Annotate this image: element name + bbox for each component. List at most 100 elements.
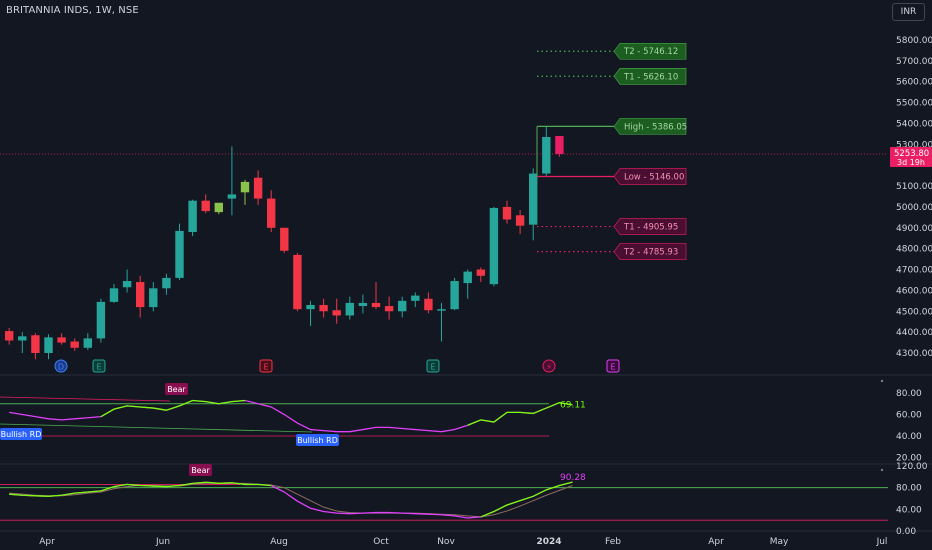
event-marker bbox=[259, 359, 273, 373]
bullish-rd-box bbox=[296, 434, 339, 446]
level-label: T2 - 4785.93 bbox=[623, 248, 678, 258]
candle-body bbox=[214, 202, 223, 213]
candle-body bbox=[319, 305, 328, 312]
price-axis-label: 5300.00 bbox=[896, 140, 932, 150]
stoch-axis-label: 40.00 bbox=[896, 505, 922, 515]
candle bbox=[18, 332, 27, 353]
level-tag bbox=[613, 168, 687, 185]
rsi-value: 69.11 bbox=[560, 401, 586, 411]
rsi-axis-label: 60.00 bbox=[896, 411, 922, 421]
candle-body bbox=[476, 269, 485, 276]
candle-body bbox=[489, 207, 499, 285]
chart-title: BRITANNIA INDS, 1W, NSE bbox=[6, 5, 139, 16]
candle-body bbox=[227, 194, 237, 199]
candle-body bbox=[463, 271, 472, 284]
candle-body bbox=[70, 341, 79, 348]
candle bbox=[384, 296, 394, 320]
candle-body bbox=[515, 215, 525, 226]
price-axis-label: 5000.00 bbox=[896, 203, 932, 213]
candle bbox=[122, 269, 132, 293]
stoch-axis-label: 0.00 bbox=[896, 527, 916, 537]
candle-body bbox=[542, 137, 551, 174]
candle bbox=[411, 292, 420, 308]
candle bbox=[253, 170, 263, 205]
price-axis-label: 4500.00 bbox=[896, 307, 932, 317]
candle bbox=[214, 202, 223, 215]
candle bbox=[175, 223, 184, 280]
current-price-tag bbox=[890, 146, 932, 167]
candle-body bbox=[44, 337, 53, 353]
candle-body bbox=[555, 135, 564, 154]
candle-body bbox=[96, 301, 106, 339]
candle bbox=[109, 284, 119, 303]
price-axis-label: 4600.00 bbox=[896, 286, 932, 296]
candle bbox=[502, 200, 512, 224]
candle-body bbox=[175, 230, 184, 278]
price-axis-label: 5700.00 bbox=[896, 57, 932, 67]
price-axis-label: 4800.00 bbox=[896, 245, 932, 255]
bear-label: Bear bbox=[191, 466, 210, 475]
time-axis-label: Apr bbox=[39, 537, 55, 547]
candle bbox=[227, 146, 237, 216]
time-axis-label: Oct bbox=[373, 537, 389, 547]
candle-body bbox=[306, 305, 315, 310]
candle-body bbox=[293, 254, 302, 310]
candle bbox=[57, 333, 66, 345]
level-tag bbox=[613, 42, 687, 60]
candle bbox=[332, 298, 341, 324]
candle-body bbox=[5, 331, 14, 341]
candle-body bbox=[136, 282, 145, 308]
price-axis-label: 4400.00 bbox=[896, 328, 932, 338]
candle-body bbox=[253, 177, 263, 199]
stoch-axis-label: 120.00 bbox=[896, 462, 928, 472]
candle-body bbox=[529, 173, 538, 225]
candle-body bbox=[450, 281, 459, 310]
candle bbox=[450, 277, 459, 311]
price-axis-label: 5600.00 bbox=[896, 78, 932, 88]
candle-body bbox=[201, 200, 210, 212]
time-axis-label: Jun bbox=[155, 537, 170, 547]
countdown-label: 3d 19h bbox=[897, 158, 925, 167]
bullish-rd-label: Bullish RD bbox=[297, 436, 338, 445]
price-axis-label: 5400.00 bbox=[896, 119, 932, 129]
time-axis-label: 2024 bbox=[536, 537, 561, 547]
current-price-label: 5253.80 bbox=[894, 149, 929, 159]
candle bbox=[293, 252, 302, 312]
event-marker bbox=[606, 359, 620, 373]
candle-body bbox=[345, 302, 354, 316]
level-tag bbox=[613, 243, 687, 260]
stoch-d-line bbox=[9, 482, 573, 518]
candle-body bbox=[502, 206, 512, 220]
price-axis-label: 5800.00 bbox=[896, 36, 932, 46]
candle-body bbox=[122, 281, 132, 288]
candle-body bbox=[31, 335, 40, 353]
rsi-axis-label: 40.00 bbox=[896, 432, 922, 442]
candle-body bbox=[371, 302, 381, 308]
candle-body bbox=[109, 288, 119, 302]
time-axis-label: Nov bbox=[437, 537, 455, 547]
rsi-line bbox=[9, 399, 573, 433]
candle bbox=[83, 333, 92, 350]
currency-button[interactable]: INR bbox=[892, 3, 925, 21]
candle bbox=[306, 300, 315, 326]
rsi-line-high bbox=[100, 399, 246, 418]
candle-body bbox=[332, 310, 341, 316]
rsi-line-high bbox=[467, 402, 573, 426]
candle-body bbox=[267, 198, 276, 228]
candle-body bbox=[162, 277, 171, 289]
candle-body bbox=[398, 300, 407, 312]
bullish-rd-label: Bullish RD bbox=[1, 430, 42, 439]
candle bbox=[5, 327, 14, 345]
candle bbox=[555, 135, 564, 157]
bear-label: Bear bbox=[167, 385, 186, 394]
candle bbox=[371, 282, 381, 310]
price-axis-label: 4300.00 bbox=[896, 349, 932, 359]
stoch-k-high bbox=[9, 481, 272, 497]
time-axis-label: Aug bbox=[270, 537, 288, 547]
candle-body bbox=[240, 181, 250, 193]
price-axis-label: 5100.00 bbox=[896, 182, 932, 192]
bear-label-box bbox=[189, 464, 212, 476]
event-marker-label: E bbox=[610, 363, 615, 372]
level-label: T1 - 4905.95 bbox=[623, 223, 678, 233]
